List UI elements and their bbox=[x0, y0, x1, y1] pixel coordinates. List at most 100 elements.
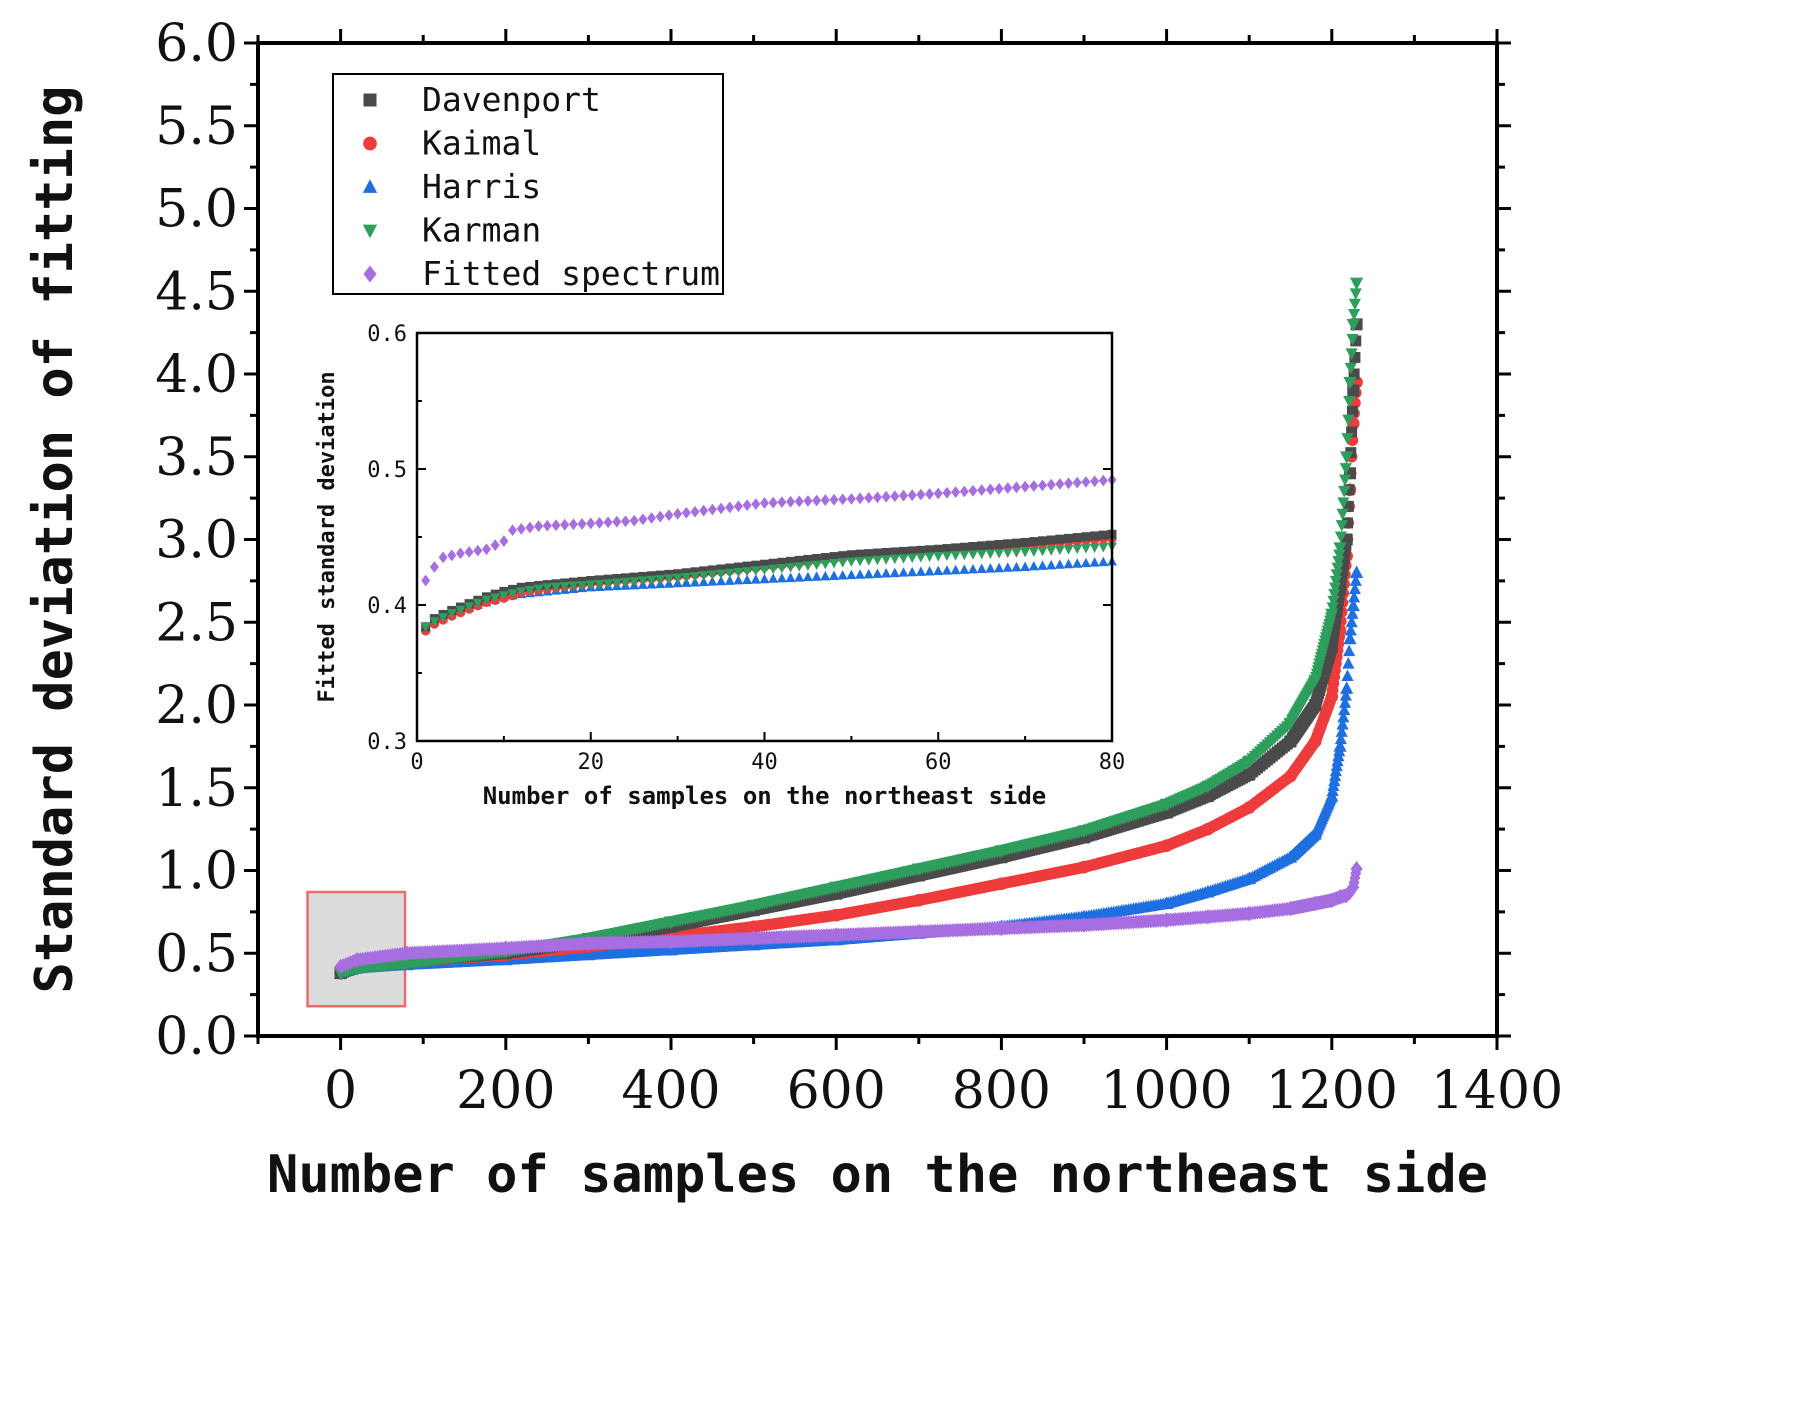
data-point bbox=[1011, 561, 1022, 572]
data-point bbox=[1338, 474, 1352, 487]
data-point bbox=[516, 522, 526, 535]
data-point bbox=[837, 570, 848, 580]
data-point bbox=[785, 572, 796, 582]
data-point bbox=[1325, 788, 1339, 802]
data-point bbox=[1346, 598, 1360, 612]
data-point bbox=[776, 563, 787, 574]
data-point bbox=[1336, 571, 1348, 583]
data-point bbox=[776, 572, 787, 583]
legend-marker-davenport bbox=[363, 93, 377, 107]
data-point bbox=[1160, 912, 1173, 928]
data-point bbox=[568, 581, 579, 592]
data-point bbox=[581, 947, 595, 961]
data-point bbox=[533, 584, 544, 595]
data-point bbox=[742, 574, 753, 585]
data-point bbox=[464, 602, 475, 612]
data-point bbox=[490, 593, 501, 603]
data-point bbox=[1029, 480, 1039, 492]
data-point bbox=[594, 579, 605, 590]
data-point bbox=[889, 567, 900, 578]
data-point bbox=[516, 582, 526, 592]
data-point bbox=[638, 513, 648, 526]
data-point bbox=[1028, 547, 1039, 557]
legend-marker-kaimal bbox=[363, 136, 377, 151]
data-point bbox=[1325, 608, 1339, 622]
data-point bbox=[586, 576, 596, 586]
zoom-box bbox=[306, 890, 407, 1008]
data-point bbox=[1072, 533, 1082, 543]
data-point bbox=[777, 557, 787, 567]
data-point bbox=[1347, 879, 1360, 895]
data-point bbox=[1337, 710, 1350, 723]
y-axis-label: Standard deviation of fitting bbox=[25, 86, 85, 994]
data-point bbox=[612, 515, 622, 528]
data-point bbox=[872, 548, 882, 558]
data-point bbox=[803, 495, 813, 507]
data-point bbox=[1055, 478, 1065, 490]
data-point bbox=[1330, 569, 1343, 581]
data-point bbox=[820, 559, 831, 570]
data-point bbox=[1098, 556, 1109, 567]
data-point bbox=[890, 547, 900, 557]
data-point bbox=[829, 559, 839, 569]
data-point bbox=[646, 575, 657, 586]
data-point bbox=[620, 577, 631, 588]
data-point bbox=[846, 569, 857, 580]
data-point bbox=[829, 881, 843, 895]
data-point bbox=[724, 568, 735, 579]
data-point bbox=[534, 520, 544, 532]
data-point bbox=[482, 543, 491, 556]
data-point bbox=[621, 573, 630, 583]
inset-x-tick-label: 40 bbox=[751, 750, 778, 775]
data-point bbox=[1055, 534, 1065, 544]
data-point bbox=[629, 572, 639, 582]
data-point bbox=[759, 565, 770, 576]
data-point bbox=[786, 556, 796, 566]
inset-y-axis-label: Fitted standard deviation bbox=[315, 371, 340, 702]
x-tick-label: 200 bbox=[456, 1061, 555, 1121]
data-point bbox=[881, 490, 891, 503]
x-tick-label: 1400 bbox=[1431, 1061, 1563, 1121]
data-point bbox=[690, 577, 700, 587]
data-point bbox=[933, 487, 943, 500]
data-point bbox=[985, 549, 996, 559]
data-point bbox=[612, 573, 622, 583]
data-point bbox=[1309, 895, 1322, 912]
data-point bbox=[421, 574, 431, 587]
legend-label: Kaimal bbox=[422, 124, 541, 163]
data-point bbox=[959, 542, 969, 552]
data-point bbox=[663, 574, 674, 584]
data-point bbox=[1343, 395, 1356, 408]
data-point bbox=[742, 561, 752, 571]
data-point bbox=[542, 583, 553, 593]
data-point bbox=[629, 577, 640, 587]
inset-y-tick-label: 0.3 bbox=[367, 730, 407, 755]
data-point bbox=[846, 493, 856, 505]
data-point bbox=[830, 927, 843, 943]
data-point bbox=[889, 554, 900, 565]
data-point bbox=[820, 553, 830, 563]
data-point bbox=[968, 484, 978, 497]
data-point bbox=[716, 569, 727, 580]
x-axis-label: Number of samples on the northeast side bbox=[267, 1145, 1488, 1205]
x-tick-label: 800 bbox=[952, 1061, 1051, 1121]
data-point bbox=[1242, 801, 1256, 814]
data-point bbox=[1325, 690, 1339, 704]
data-point bbox=[1020, 561, 1031, 571]
data-point bbox=[1011, 548, 1022, 558]
data-point bbox=[1002, 548, 1013, 559]
data-point bbox=[724, 575, 735, 585]
data-point bbox=[811, 560, 822, 571]
data-point bbox=[1348, 368, 1360, 380]
data-point bbox=[968, 563, 978, 574]
y-tick-label: 0.5 bbox=[155, 924, 238, 984]
data-point bbox=[438, 551, 448, 564]
data-point bbox=[473, 544, 483, 557]
data-point bbox=[750, 574, 761, 584]
data-point bbox=[916, 545, 926, 555]
data-point bbox=[559, 582, 570, 592]
data-point bbox=[1336, 718, 1349, 730]
data-point bbox=[429, 617, 440, 627]
data-point bbox=[751, 498, 761, 510]
data-point bbox=[777, 496, 787, 509]
